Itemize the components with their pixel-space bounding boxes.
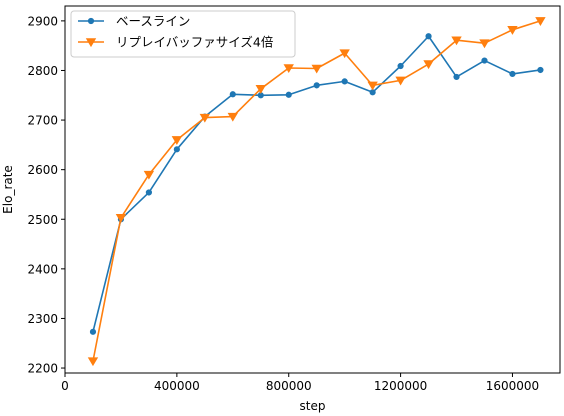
plot-area <box>64 5 561 374</box>
data-point <box>451 36 462 46</box>
data-point <box>425 33 432 40</box>
series-2 <box>87 17 546 367</box>
data-point <box>339 49 350 59</box>
y-tick-label: 2200 <box>27 362 58 376</box>
data-point <box>535 17 546 26</box>
legend-label: ベースライン <box>116 14 190 29</box>
data-point <box>145 189 152 196</box>
data-point <box>143 170 155 180</box>
data-point <box>89 328 97 335</box>
data-point <box>311 64 322 74</box>
data-point <box>369 89 376 96</box>
y-tick-label: 2700 <box>27 114 58 128</box>
data-point <box>481 57 488 64</box>
legend-swatch-marker <box>85 38 97 48</box>
data-point <box>507 26 518 35</box>
x-axis-title: step <box>300 399 326 413</box>
data-point <box>395 76 406 86</box>
data-point <box>227 112 238 122</box>
series-line <box>92 35 541 333</box>
data-point <box>285 91 292 98</box>
legend-label: リプレイバッファサイズ4倍 <box>116 35 273 50</box>
data-point <box>115 213 127 223</box>
data-point <box>87 357 99 367</box>
data-point <box>479 39 490 49</box>
plot-frame <box>64 5 561 374</box>
data-point <box>313 82 320 89</box>
data-point <box>229 91 236 98</box>
data-point <box>283 64 294 74</box>
y-tick-label: 2900 <box>27 14 58 28</box>
y-axis-title: Elo_rate <box>1 165 15 214</box>
data-point <box>367 81 378 91</box>
x-tick-label: 800000 <box>266 379 312 393</box>
legend-entry: リプレイバッファサイズ4倍 <box>78 35 273 50</box>
x-tick-label: 0 <box>61 379 69 393</box>
data-point <box>171 136 183 145</box>
data-point <box>199 113 211 123</box>
x-tick-label: 1600000 <box>486 379 539 393</box>
data-point <box>453 73 460 81</box>
data-point <box>255 85 266 94</box>
y-tick-label: 2300 <box>27 312 58 326</box>
x-tick-label: 400000 <box>154 379 200 393</box>
series-1 <box>89 33 544 335</box>
series-layer <box>87 17 546 367</box>
data-point <box>537 66 544 74</box>
y-tick-label: 2500 <box>27 213 58 227</box>
x-axis: 0 400000 800000 1200000 1600000 <box>61 373 539 393</box>
data-point <box>423 60 434 70</box>
data-point <box>341 78 348 85</box>
data-point <box>397 62 404 70</box>
legend-entry: ベースライン <box>78 14 190 29</box>
y-tick-label: 2800 <box>27 64 58 78</box>
data-point <box>173 146 180 153</box>
data-point <box>509 70 516 78</box>
legend-swatch-marker <box>87 17 95 25</box>
y-tick-label: 2400 <box>27 262 58 276</box>
x-tick-label: 1200000 <box>374 379 427 393</box>
legend-box <box>70 10 296 58</box>
y-axis: 2200 2300 2400 2500 2600 2700 2800 2900 <box>27 14 65 376</box>
y-tick-label: 2600 <box>27 163 58 177</box>
